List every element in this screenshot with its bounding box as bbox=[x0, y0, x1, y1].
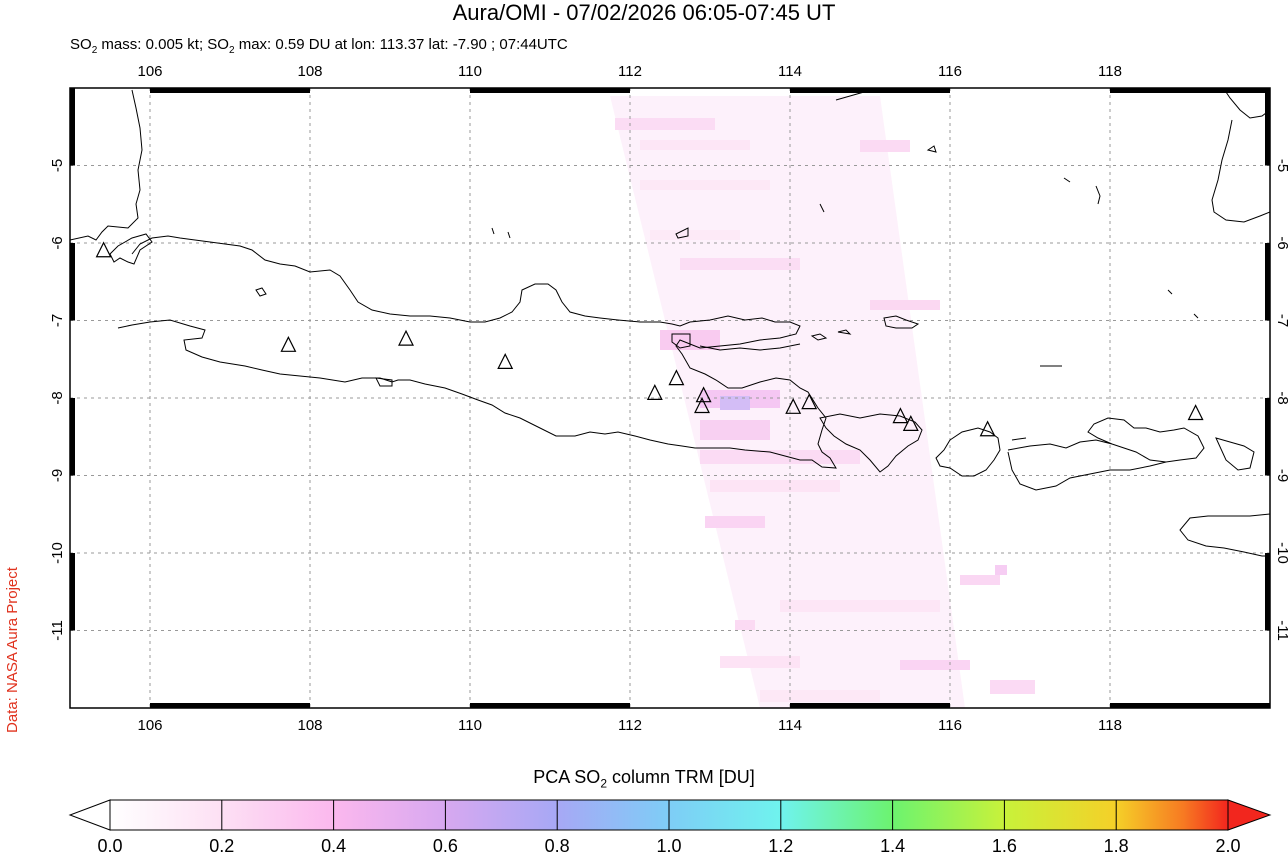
lat-tick-left-3: -8 bbox=[49, 391, 66, 404]
lon-tick-bottom-0: 106 bbox=[137, 717, 162, 734]
lon-tick-top-6: 118 bbox=[1098, 63, 1122, 80]
frame-bar-right bbox=[1265, 398, 1270, 476]
coastlines bbox=[70, 88, 1270, 557]
frame-bar-left bbox=[70, 553, 75, 631]
volcano-marker-0 bbox=[95, 241, 112, 258]
volcano-marker-5 bbox=[668, 369, 685, 386]
volcano-markers bbox=[95, 241, 1204, 437]
volcano-marker-1 bbox=[280, 335, 297, 352]
colorbar-label-6: 1.2 bbox=[768, 836, 794, 856]
volcano-marker-7 bbox=[694, 397, 710, 414]
lon-tick-top-5: 116 bbox=[938, 63, 962, 80]
lat-tick-left-5: -10 bbox=[49, 542, 66, 564]
lat-tick-right-4: -9 bbox=[1274, 469, 1288, 482]
lon-tick-bottom-1: 108 bbox=[297, 717, 322, 734]
lat-tick-right-6: -11 bbox=[1274, 620, 1288, 641]
lat-tick-right-0: -5 bbox=[1274, 159, 1288, 172]
graticule bbox=[70, 88, 1270, 708]
lon-tick-top-2: 110 bbox=[458, 63, 482, 80]
volcano-marker-9 bbox=[801, 393, 818, 410]
lon-tick-bottom-6: 118 bbox=[1098, 717, 1122, 734]
colorbar-label-8: 1.6 bbox=[991, 836, 1017, 856]
colorbar-max-arrow bbox=[1227, 799, 1272, 831]
frame-bar-bottom bbox=[790, 703, 950, 708]
lon-tick-top-3: 112 bbox=[618, 63, 642, 80]
colorbar-min-arrow bbox=[68, 799, 111, 831]
colorbar-label-5: 1.0 bbox=[656, 836, 682, 856]
frame-bar-top bbox=[470, 88, 630, 93]
lon-tick-top-1: 108 bbox=[297, 63, 322, 80]
frame-bar-left bbox=[70, 398, 75, 476]
volcano-marker-8 bbox=[785, 397, 802, 414]
colorbar-label-10: 2.0 bbox=[1215, 836, 1241, 856]
lon-tick-bottom-2: 110 bbox=[458, 717, 482, 734]
lat-tick-right-1: -6 bbox=[1274, 236, 1288, 249]
frame-bar-right bbox=[1265, 243, 1270, 321]
colorbar-label-1: 0.2 bbox=[209, 836, 235, 856]
frame-bar-top bbox=[790, 88, 950, 93]
lat-tick-right-5: -10 bbox=[1274, 542, 1288, 564]
colorbar-title: PCA SO2 column TRM [DU] bbox=[533, 767, 755, 791]
colorbar-label-9: 1.8 bbox=[1103, 836, 1129, 856]
lon-tick-bottom-4: 114 bbox=[778, 717, 802, 734]
frame-bar-bottom bbox=[1110, 703, 1270, 708]
volcano-marker-4 bbox=[646, 384, 663, 400]
colorbar-label-3: 0.6 bbox=[432, 836, 458, 856]
lat-tick-right-2: -7 bbox=[1274, 314, 1288, 327]
volcano-marker-12 bbox=[979, 420, 996, 437]
frame-bar-right bbox=[1265, 88, 1270, 166]
frame-bar-bottom bbox=[470, 703, 630, 708]
chart-subtitle: SO2 mass: 0.005 kt; SO2 max: 0.59 DU at … bbox=[70, 36, 568, 56]
colorbar bbox=[68, 799, 1272, 831]
frame-bar-left bbox=[70, 243, 75, 321]
frame-scale-bars bbox=[70, 88, 1270, 708]
frame-bar-bottom bbox=[150, 703, 310, 708]
tick-labels: 106 106 108 108 110 110 112 112 114 114 116 116 118 1… bbox=[49, 63, 1288, 734]
colorbar-label-7: 1.4 bbox=[880, 836, 906, 856]
lon-tick-bottom-5: 116 bbox=[938, 717, 962, 734]
colorbar-label-2: 0.4 bbox=[321, 836, 347, 856]
volcano-marker-10 bbox=[892, 407, 909, 424]
lat-tick-left-6: -11 bbox=[49, 620, 66, 641]
volcano-marker-13 bbox=[1187, 404, 1204, 421]
lat-tick-left-0: -5 bbox=[49, 159, 66, 172]
lat-tick-right-3: -8 bbox=[1274, 391, 1288, 404]
frame-bar-left bbox=[70, 88, 75, 166]
lon-tick-top-0: 106 bbox=[137, 63, 162, 80]
colorbar-label-0: 0.0 bbox=[97, 836, 123, 856]
chart-title: Aura/OMI - 07/02/2026 06:05-07:45 UT bbox=[452, 0, 836, 25]
frame-bar-right bbox=[1265, 553, 1270, 631]
volcano-marker-3 bbox=[497, 353, 514, 369]
lat-tick-left-4: -9 bbox=[49, 469, 66, 482]
lon-tick-bottom-3: 112 bbox=[618, 717, 642, 734]
volcano-marker-2 bbox=[398, 329, 414, 346]
colorbar-label-4: 0.8 bbox=[544, 836, 570, 856]
lat-tick-left-2: -7 bbox=[49, 314, 66, 327]
volcano-marker-11 bbox=[902, 415, 919, 431]
frame-bar-top bbox=[150, 88, 310, 93]
lat-tick-left-1: -6 bbox=[49, 236, 66, 249]
lon-tick-top-4: 114 bbox=[778, 63, 802, 80]
frame-bar-top bbox=[1110, 88, 1270, 93]
